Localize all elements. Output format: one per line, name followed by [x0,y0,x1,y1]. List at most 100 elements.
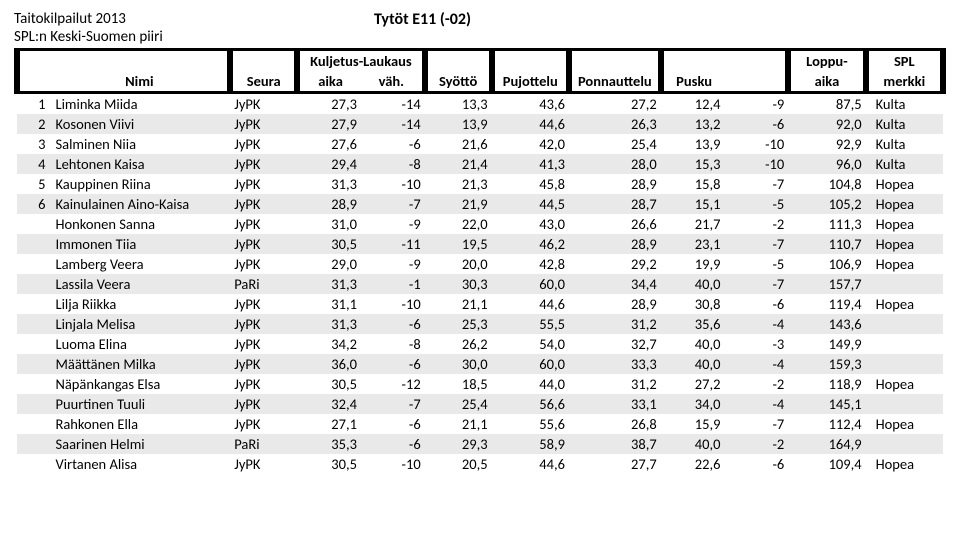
club-cell: JyPK [230,414,297,434]
ponnauttelu-cell: 28,7 [569,194,661,214]
syotto-cell: 13,3 [425,93,492,115]
loppu-cell: 92,0 [788,114,865,134]
vah-cell: -9 [361,214,425,234]
kl-aika-cell: 28,9 [297,194,361,214]
loppu-cell: 104,8 [788,174,865,194]
penalty-cell: -7 [724,414,788,434]
pujottelu-cell: 42,0 [492,134,569,154]
syotto-cell: 21,3 [425,174,492,194]
syotto-cell: 21,1 [425,414,492,434]
syotto-cell: 13,9 [425,114,492,134]
penalty-cell: -4 [724,314,788,334]
syotto-cell: 19,5 [425,234,492,254]
medal-cell: Kulta [866,154,943,174]
vah-cell: -6 [361,134,425,154]
medal-cell: Hopea [866,254,943,274]
rank-cell [17,314,51,334]
rank-cell [17,394,51,414]
penalty-cell: -4 [724,394,788,414]
club-cell: JyPK [230,93,297,115]
vah-cell: -6 [361,414,425,434]
table-row: 3Salminen NiiaJyPK27,6-621,642,025,413,9… [17,134,943,154]
kl-aika-cell: 32,4 [297,394,361,414]
penalty-cell: -6 [724,114,788,134]
ponnauttelu-cell: 29,2 [569,254,661,274]
kl-aika-cell: 30,5 [297,374,361,394]
medal-cell [866,434,943,454]
loppu-cell: 164,9 [788,434,865,454]
name-cell: Saarinen Helmi [51,434,230,454]
table-row: Virtanen AlisaJyPK30,5-1020,544,627,722,… [17,454,943,474]
penalty-cell: -5 [724,254,788,274]
rank-cell [17,334,51,354]
pusku-cell: 13,9 [661,134,725,154]
col-pujottelu: Pujottelu [492,71,569,93]
penalty-cell: -3 [724,334,788,354]
ponnauttelu-cell: 28,9 [569,174,661,194]
kl-aika-cell: 31,1 [297,294,361,314]
vah-cell: -6 [361,434,425,454]
loppu-cell: 105,2 [788,194,865,214]
penalty-cell: -9 [724,93,788,115]
table-row: Näpänkangas ElsaJyPK30,5-1218,544,031,22… [17,374,943,394]
penalty-cell: -2 [724,434,788,454]
table-body: 1Liminka MiidaJyPK27,3-1413,343,627,212,… [17,93,943,475]
penalty-cell: -7 [724,234,788,254]
pujottelu-cell: 41,3 [492,154,569,174]
loppu-cell: 110,7 [788,234,865,254]
pujottelu-cell: 56,6 [492,394,569,414]
table-row: 5Kauppinen RiinaJyPK31,3-1021,345,828,91… [17,174,943,194]
name-cell: Lilja Riikka [51,294,230,314]
ponnauttelu-cell: 27,2 [569,93,661,115]
medal-cell: Kulta [866,134,943,154]
name-cell: Immonen Tiia [51,234,230,254]
name-cell: Rahkonen Ella [51,414,230,434]
loppu-cell: 159,3 [788,354,865,374]
table-row: 6Kainulainen Aino-KaisaJyPK28,9-721,944,… [17,194,943,214]
club-cell: JyPK [230,134,297,154]
penalty-cell: -2 [724,374,788,394]
syotto-cell: 20,0 [425,254,492,274]
club-cell: JyPK [230,374,297,394]
loppu-cell: 118,9 [788,374,865,394]
col-seura: Seura [230,71,297,93]
vah-cell: -14 [361,114,425,134]
rank-cell [17,214,51,234]
col-pusku: Pusku [661,71,725,93]
pujottelu-cell: 44,6 [492,454,569,474]
name-cell: Kosonen Viivi [51,114,230,134]
pujottelu-cell: 54,0 [492,334,569,354]
medal-cell: Kulta [866,93,943,115]
pusku-cell: 40,0 [661,354,725,374]
name-cell: Lamberg Veera [51,254,230,274]
pujottelu-cell: 44,6 [492,114,569,134]
col-kl-vah: väh. [361,71,425,93]
pusku-cell: 35,6 [661,314,725,334]
ponnauttelu-cell: 33,1 [569,394,661,414]
table-row: Immonen TiiaJyPK30,5-1119,546,228,923,1-… [17,234,943,254]
pusku-cell: 15,3 [661,154,725,174]
table-row: Luoma ElinaJyPK34,2-826,254,032,740,0-31… [17,334,943,354]
pusku-cell: 23,1 [661,234,725,254]
name-cell: Linjala Melisa [51,314,230,334]
table-row: 2Kosonen ViiviJyPK27,9-1413,944,626,313,… [17,114,943,134]
ponnauttelu-cell: 32,7 [569,334,661,354]
club-cell: JyPK [230,354,297,374]
club-cell: PaRi [230,434,297,454]
pusku-cell: 27,2 [661,374,725,394]
col-loppu-top: Loppu- [788,50,865,72]
syotto-cell: 21,1 [425,294,492,314]
pusku-cell: 34,0 [661,394,725,414]
pujottelu-cell: 46,2 [492,234,569,254]
title-left-1: Taitokilpailut 2013 [14,10,374,28]
title-center: Tytöt E11 (-02) [374,10,471,46]
ponnauttelu-cell: 27,7 [569,454,661,474]
penalty-cell: -10 [724,154,788,174]
rank-cell [17,414,51,434]
loppu-cell: 87,5 [788,93,865,115]
club-cell: JyPK [230,234,297,254]
col-spl-top: SPL [866,50,943,72]
club-cell: PaRi [230,274,297,294]
pusku-cell: 21,7 [661,214,725,234]
pusku-cell: 15,8 [661,174,725,194]
